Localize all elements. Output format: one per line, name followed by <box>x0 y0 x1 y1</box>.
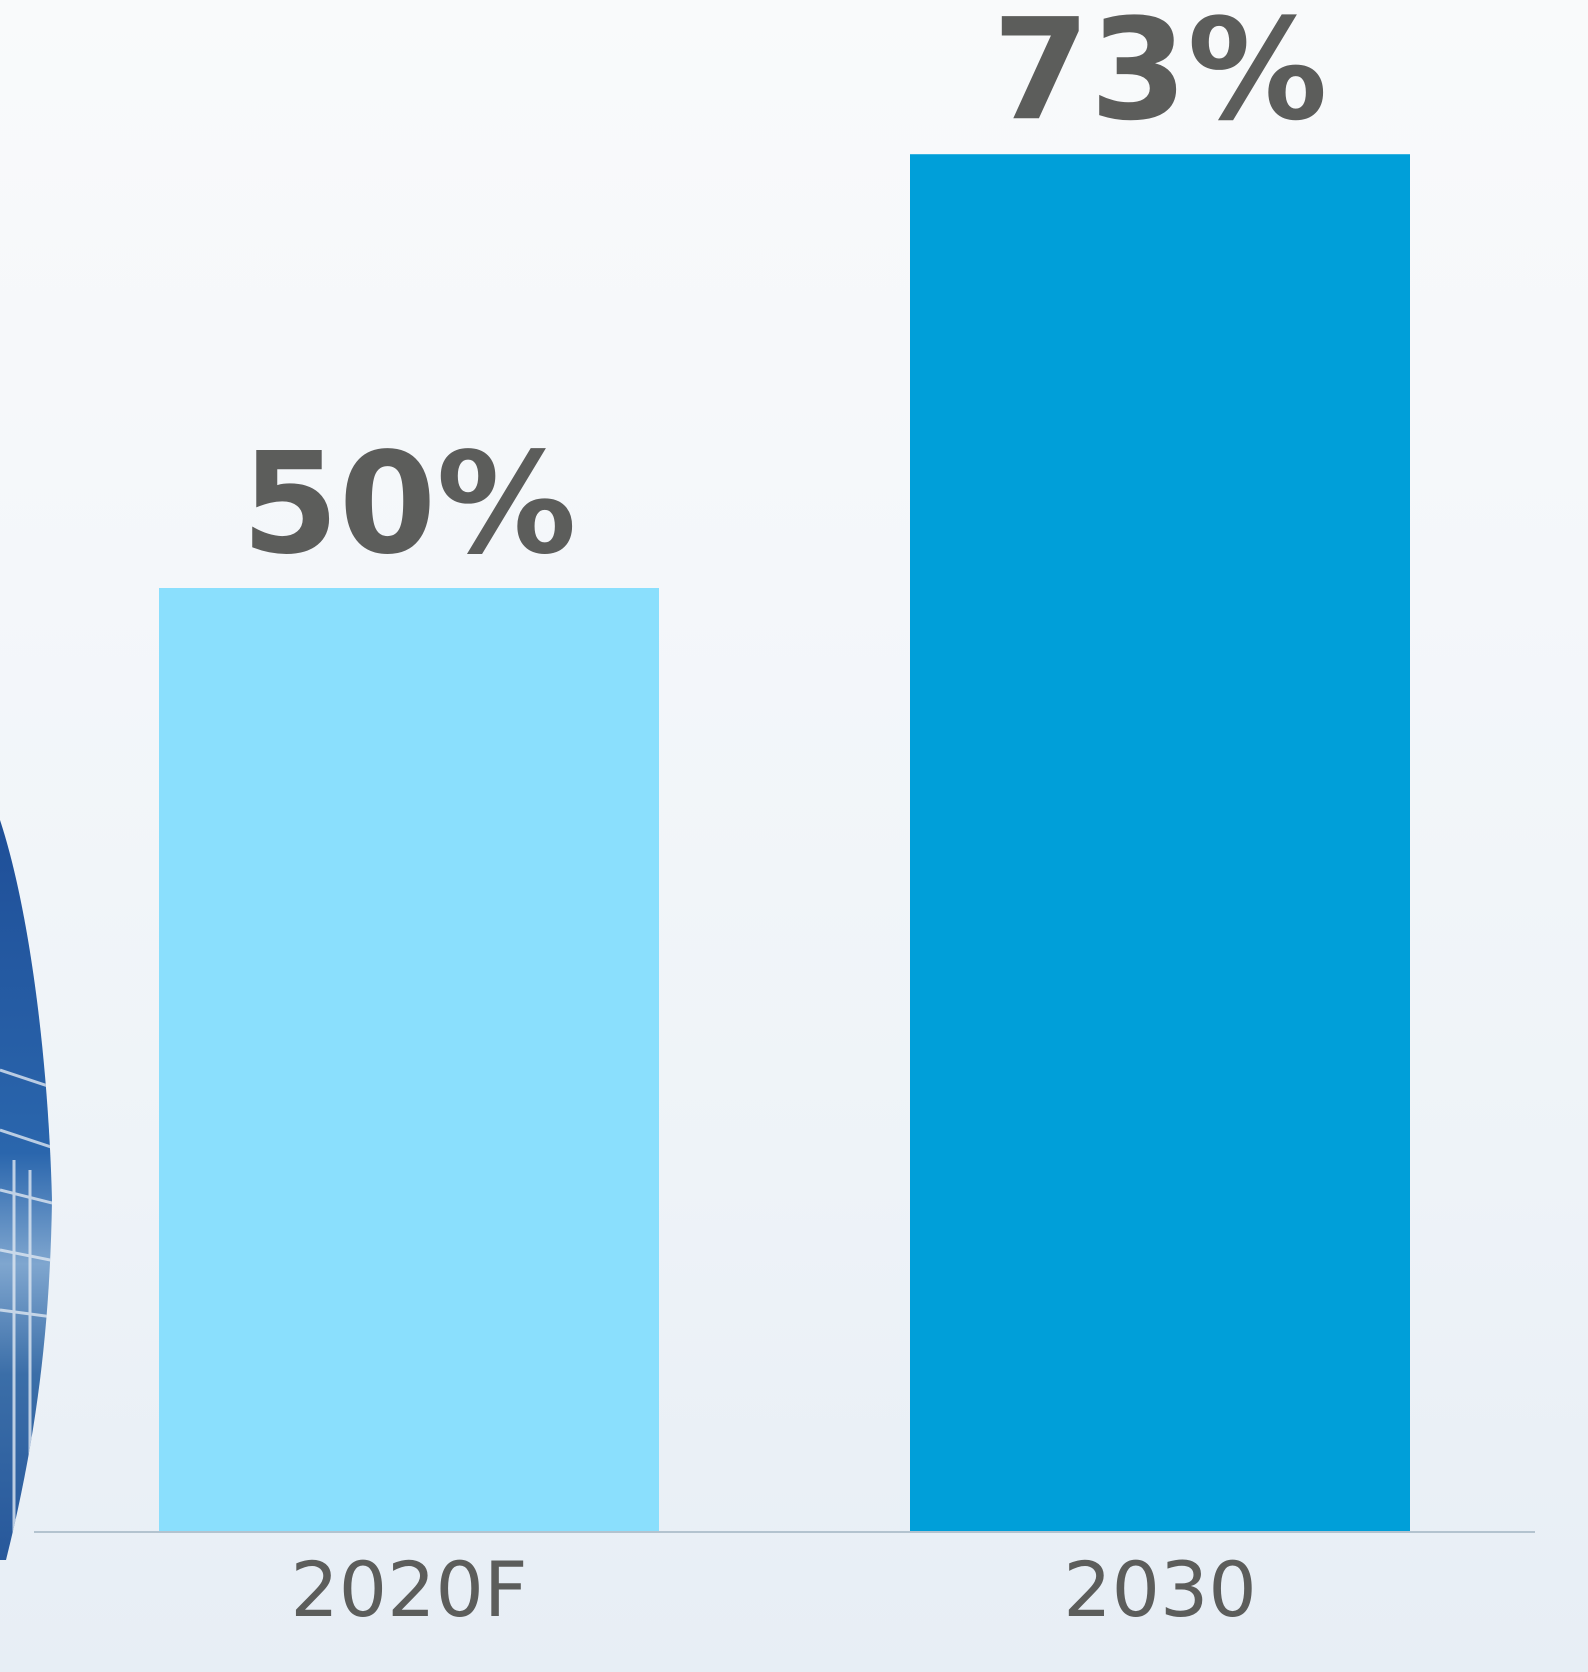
x-tick-label-2030: 2030 <box>1063 1545 1256 1634</box>
bar-2020F <box>159 588 659 1531</box>
x-tick-label-2020F: 2020F <box>290 1545 527 1634</box>
blue-circular-photo-icon <box>0 820 52 1560</box>
bar-2030 <box>910 154 1410 1532</box>
data-label-2020F: 50% <box>241 423 576 586</box>
data-label-2030: 73% <box>992 0 1327 152</box>
